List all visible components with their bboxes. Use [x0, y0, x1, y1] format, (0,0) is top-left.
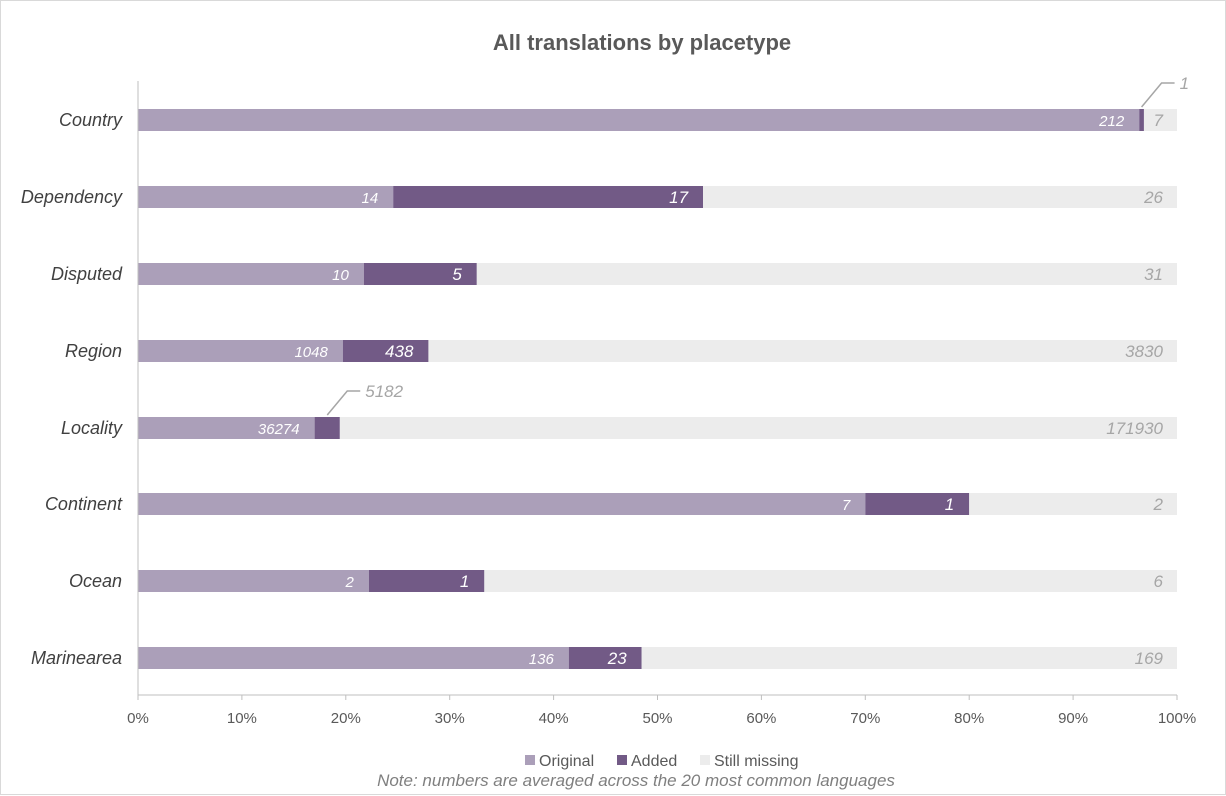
x-tick-label: 80%: [954, 710, 984, 727]
data-label-ocean-original: 2: [345, 574, 355, 591]
bar-continent-original: [138, 493, 866, 515]
data-label-ocean-added: 1: [460, 572, 469, 591]
bar-continent-added: [865, 493, 970, 515]
data-label-continent-still-missing: 2: [1153, 495, 1164, 514]
bar-ocean-still-missing: [484, 570, 1177, 592]
bars-layer: [138, 109, 1178, 669]
data-label-country-still-missing: 7: [1154, 111, 1164, 130]
data-label-dependency-added: 17: [669, 188, 688, 207]
bar-dependency-still-missing: [703, 186, 1177, 208]
bar-region-added: [342, 340, 429, 362]
axes-layer: 0% 10% 20% 30% 40% 50% 60% 70% 80% 90% 100%: [127, 81, 1196, 727]
data-label-marinearea-added: 23: [607, 649, 627, 668]
data-label-disputed-added: 5: [452, 265, 462, 284]
data-label-continent-added: 1: [945, 495, 954, 514]
x-tick-label: 30%: [435, 710, 465, 727]
data-label-locality-added: 5182: [365, 382, 403, 401]
x-tick-label: 60%: [746, 710, 776, 727]
legend-label-added: Added: [631, 753, 677, 770]
data-label-dependency-original: 14: [362, 190, 379, 207]
legend-swatch-still-missing: [700, 755, 710, 765]
bar-locality-original: [138, 417, 315, 439]
bar-marinearea-still-missing: [641, 647, 1177, 669]
category-label-marinearea: Marinearea: [31, 648, 122, 668]
bar-locality-added: [314, 417, 340, 439]
x-tick-label: 10%: [227, 710, 257, 727]
chart-note: Note: numbers are averaged across the 20…: [377, 771, 895, 790]
x-tick-label: 50%: [642, 710, 672, 727]
data-label-locality-still-missing: 171930: [1106, 419, 1163, 438]
data-label-disputed-still-missing: 31: [1144, 265, 1163, 284]
legend-swatch-original: [525, 755, 535, 765]
legend: Original Added Still missing: [525, 753, 798, 770]
data-label-country-added: 1: [1180, 74, 1189, 93]
x-tick-label: 20%: [331, 710, 361, 727]
data-label-dependency-still-missing: 26: [1143, 188, 1163, 207]
category-label-country: Country: [59, 110, 123, 130]
legend-label-still-missing: Still missing: [714, 753, 798, 770]
bar-region-still-missing: [428, 340, 1177, 362]
category-label-region: Region: [65, 341, 122, 361]
bar-marinearea-original: [138, 647, 569, 669]
category-label-disputed: Disputed: [51, 264, 123, 284]
x-tick-label: 100%: [1158, 710, 1196, 727]
data-label-region-added: 438: [385, 342, 414, 361]
chart-title: All translations by placetype: [493, 30, 791, 55]
callout-line-country-added: [1141, 82, 1175, 108]
legend-swatch-added: [617, 755, 627, 765]
category-label-continent: Continent: [45, 494, 123, 514]
bar-country-added: [1139, 109, 1144, 131]
x-tick-label: 90%: [1058, 710, 1088, 727]
bar-locality-still-missing: [339, 417, 1177, 439]
category-label-dependency: Dependency: [21, 187, 123, 207]
bar-country-still-missing: [1143, 109, 1177, 131]
data-label-locality-original: 36274: [258, 421, 300, 438]
bar-marinearea-added: [568, 647, 642, 669]
bar-continent-still-missing: [969, 493, 1177, 515]
x-tick-label: 40%: [539, 710, 569, 727]
data-label-region-still-missing: 3830: [1125, 342, 1163, 361]
category-label-locality: Locality: [61, 418, 123, 438]
data-label-region-original: 1048: [294, 344, 328, 361]
data-label-disputed-original: 10: [332, 267, 349, 284]
bar-country-original: [138, 109, 1140, 131]
bar-disputed-original: [138, 263, 364, 285]
x-tick-label: 70%: [850, 710, 880, 727]
x-tick-label: 0%: [127, 710, 149, 727]
data-label-country-original: 212: [1098, 113, 1125, 130]
category-label-ocean: Ocean: [69, 571, 122, 591]
bar-ocean-original: [138, 570, 369, 592]
bar-disputed-added: [363, 263, 477, 285]
data-label-marinearea-original: 136: [529, 651, 555, 668]
legend-label-original: Original: [539, 753, 594, 770]
bar-disputed-still-missing: [476, 263, 1178, 285]
data-label-marinearea-still-missing: 169: [1135, 649, 1164, 668]
bar-dependency-original: [138, 186, 394, 208]
bar-ocean-added: [368, 570, 485, 592]
bar-dependency-added: [393, 186, 704, 208]
bar-region-original: [138, 340, 343, 362]
data-label-continent-original: 7: [842, 497, 851, 514]
data-label-ocean-still-missing: 6: [1154, 572, 1164, 591]
callout-line-locality-added: [326, 390, 361, 416]
